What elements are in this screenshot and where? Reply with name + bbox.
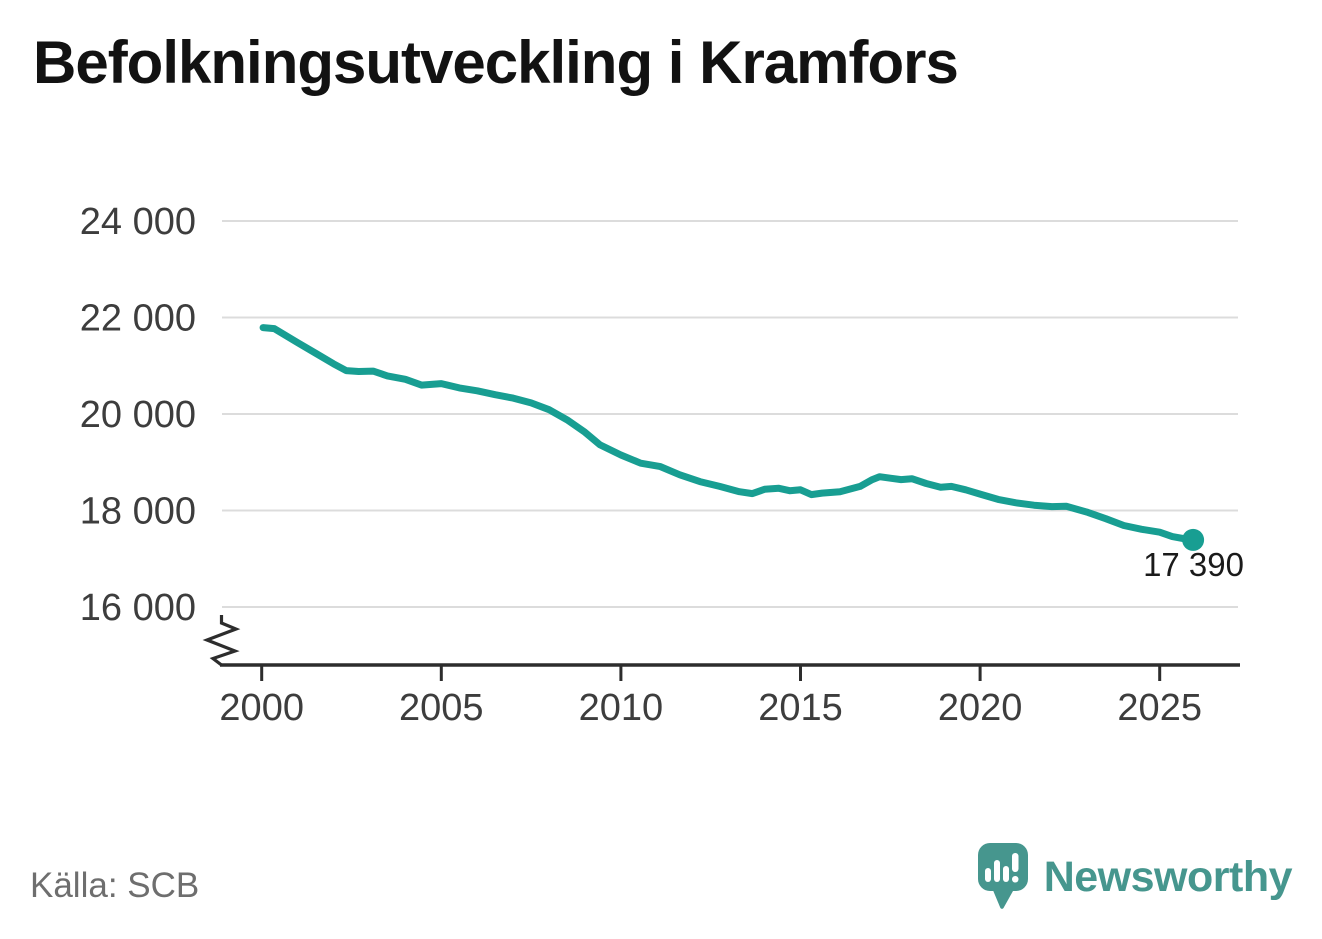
y-axis-tick-label: 16 000 [80, 587, 196, 629]
y-axis-tick-label: 24 000 [80, 201, 196, 243]
population-line [259, 324, 1197, 544]
x-axis-tick-label: 2015 [758, 687, 843, 729]
latest-value-marker [1182, 528, 1205, 551]
newsworthy-bubble-chart-icon [977, 843, 1028, 909]
x-axis-tick-label: 2025 [1117, 687, 1202, 729]
x-axis-tick-label: 2020 [938, 687, 1023, 729]
y-axis-tick-label: 22 000 [80, 298, 196, 340]
newsworthy-logo: Newsworthy [977, 843, 1293, 911]
y-axis-tick-label: 18 000 [80, 491, 196, 533]
axis-break-icon [202, 615, 241, 667]
x-axis-tick-label: 2000 [219, 687, 304, 729]
x-axis-tick-label: 2005 [399, 687, 484, 729]
x-axis-tick-label: 2010 [579, 687, 664, 729]
source-attribution: Källa: SCB [30, 866, 200, 905]
y-axis-tick-label: 20 000 [80, 394, 196, 436]
chart-title: Befolkningsutveckling i Kramfors [33, 29, 959, 96]
latest-value-label: 17 390 [1143, 546, 1244, 583]
newsworthy-wordmark: Newsworthy [1043, 853, 1293, 901]
